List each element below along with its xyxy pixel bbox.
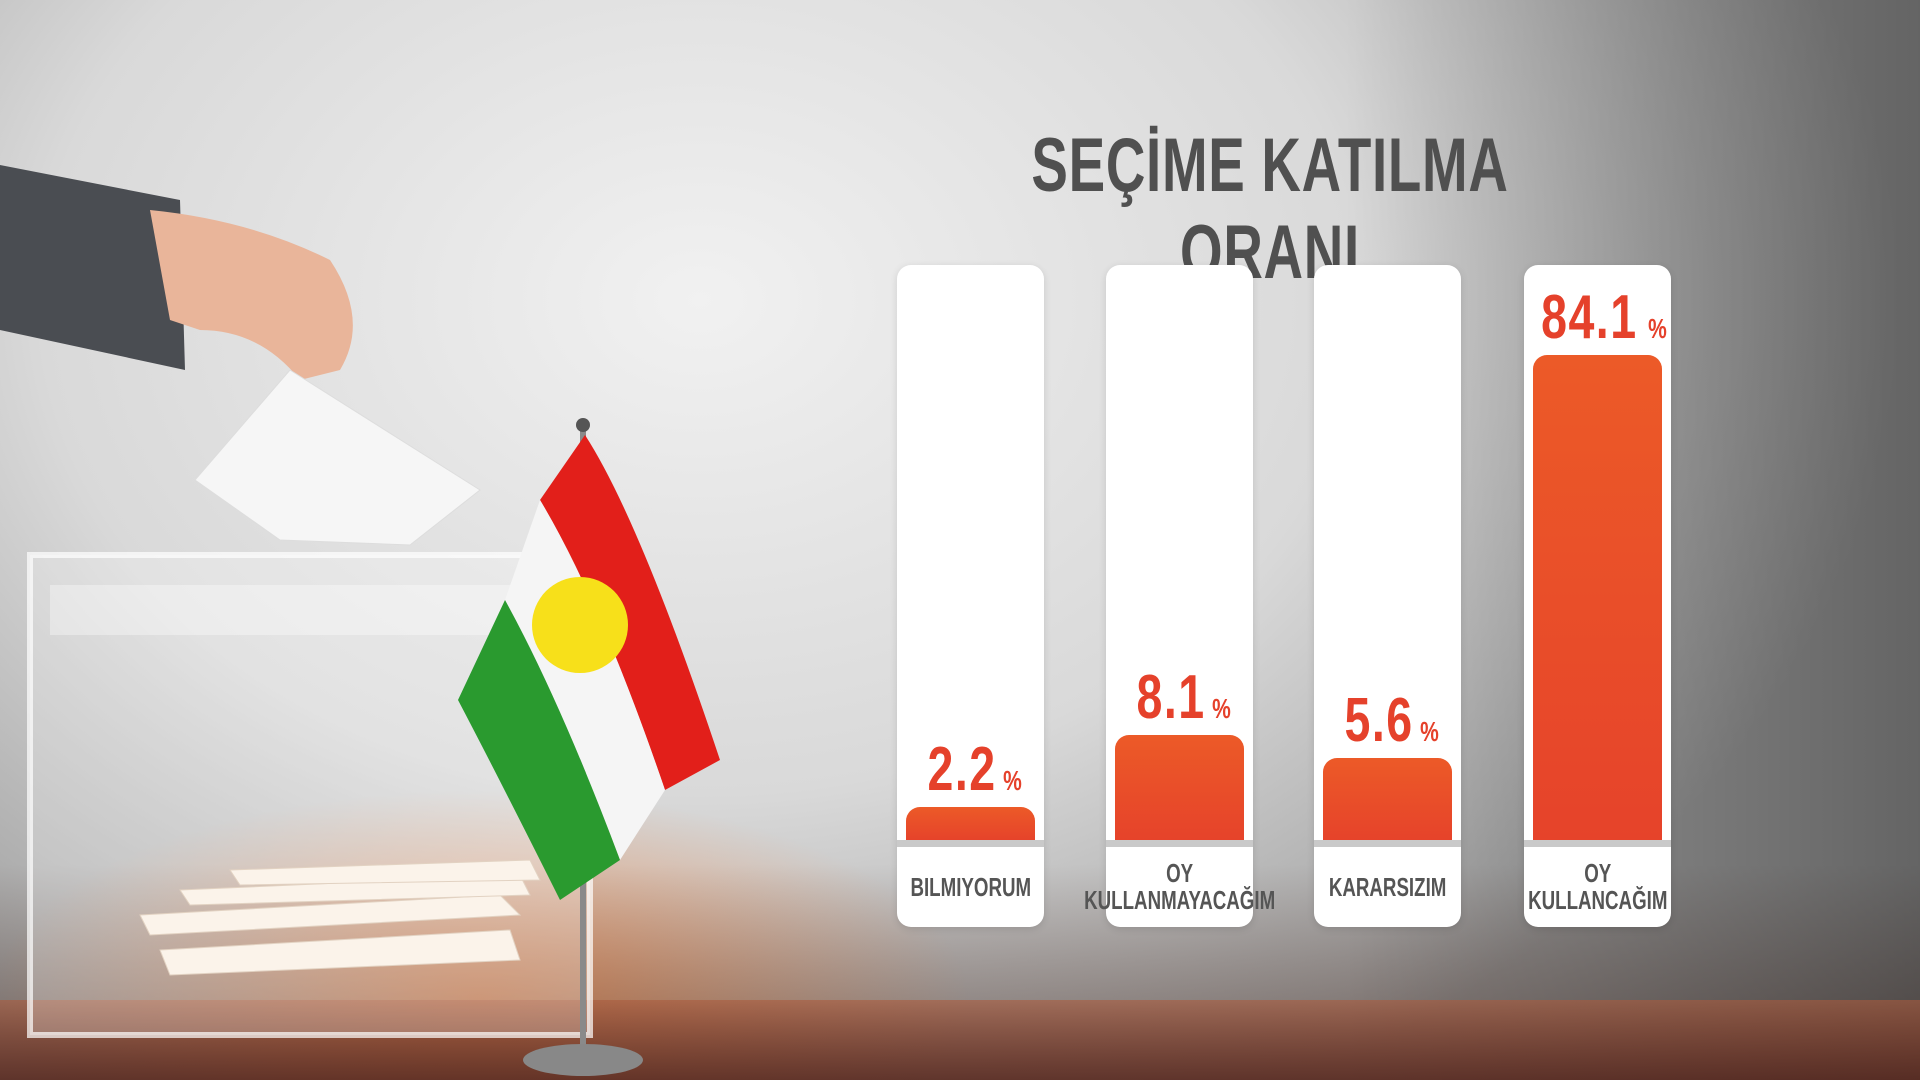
data-label-unit: % bbox=[1648, 313, 1668, 344]
baseline bbox=[1106, 840, 1253, 847]
ballots bbox=[139, 859, 541, 976]
hand bbox=[150, 210, 353, 380]
category-label: BILMIYORUM bbox=[897, 847, 1044, 927]
sleeve bbox=[0, 165, 185, 370]
bar bbox=[906, 807, 1035, 840]
data-label-value: 2.2 bbox=[927, 735, 997, 804]
envelope-icon bbox=[194, 369, 481, 546]
category-label-text: KARARSIZIM bbox=[1328, 871, 1447, 902]
bar-card: 5.6% KARARSIZIM bbox=[1314, 265, 1461, 927]
table-surface bbox=[0, 1000, 1920, 1080]
bar-card: 84.1% OY KULLANCAĞIM bbox=[1524, 265, 1671, 927]
bar bbox=[1323, 758, 1452, 840]
data-label-unit: % bbox=[1420, 716, 1439, 747]
category-label-text: OY KULLANCAĞIM bbox=[1527, 858, 1668, 915]
data-label: 84.1% bbox=[1524, 282, 1671, 353]
data-label: 8.1% bbox=[1106, 662, 1253, 733]
kurdistan-flag-icon bbox=[458, 435, 720, 900]
baseline bbox=[1524, 840, 1671, 847]
bar bbox=[1533, 355, 1662, 840]
category-label: OY KULLANMAYACAĞIM bbox=[1084, 847, 1275, 927]
data-label-value: 8.1 bbox=[1136, 663, 1206, 732]
bar-card: 2.2% BILMIYORUM bbox=[897, 265, 1044, 927]
baseline bbox=[1314, 840, 1461, 847]
category-label: KARARSIZIM bbox=[1314, 847, 1461, 927]
data-label: 5.6% bbox=[1314, 685, 1461, 756]
data-label-unit: % bbox=[1003, 765, 1022, 796]
category-label-text: OY KULLANMAYACAĞIM bbox=[1083, 858, 1276, 915]
category-label: OY KULLANCAĞIM bbox=[1524, 847, 1671, 927]
baseline bbox=[897, 840, 1044, 847]
ballot-box-photo bbox=[0, 165, 720, 1076]
category-label-text: BILMIYORUM bbox=[910, 871, 1031, 902]
data-label-value: 84.1 bbox=[1540, 283, 1638, 352]
data-label: 2.2% bbox=[897, 734, 1044, 805]
bar bbox=[1115, 735, 1244, 840]
bar-card: 8.1% OY KULLANMAYACAĞIM bbox=[1084, 265, 1275, 927]
data-label-unit: % bbox=[1212, 693, 1231, 724]
data-label-value: 5.6 bbox=[1344, 686, 1414, 755]
